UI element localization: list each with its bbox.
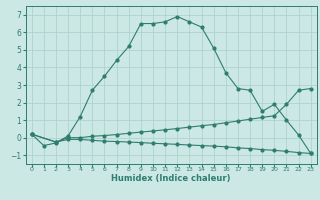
X-axis label: Humidex (Indice chaleur): Humidex (Indice chaleur) xyxy=(111,174,231,183)
